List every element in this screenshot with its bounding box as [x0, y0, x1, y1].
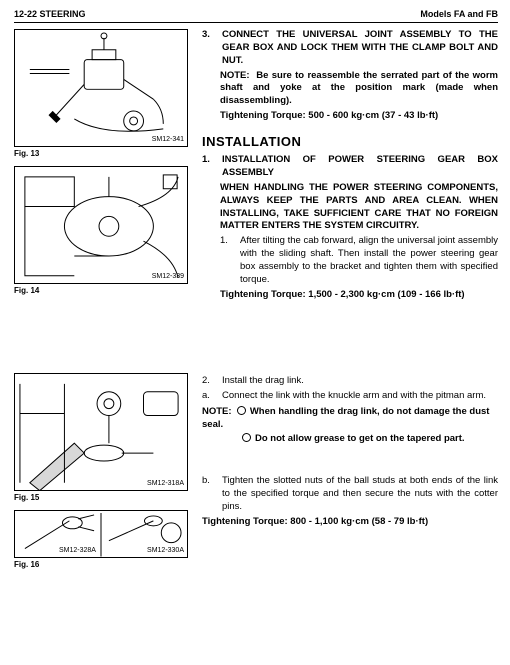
bullet-icon [242, 433, 251, 442]
figure-14-id: SM12-339 [152, 272, 184, 281]
figure-16-id-right: SM12-330A [147, 546, 184, 555]
figure-16-caption: Fig. 16 [14, 560, 190, 571]
step-3-title: CONNECT THE UNIVERSAL JOINT ASSEMBLY TO … [222, 29, 498, 67]
inst-2-text: Install the drag link. [222, 375, 304, 388]
inst-2-note-2: Do not allow grease to get on the tapere… [242, 432, 498, 446]
inst-1-1-text: After tilting the cab forward, align the… [240, 235, 498, 286]
inst-2a-text: Connect the link with the knuckle arm an… [222, 390, 486, 403]
inst-2a-number: a. [202, 390, 216, 403]
header-right: Models FA and FB [420, 8, 498, 20]
inst-2-note: NOTE: When handling the drag link, do no… [202, 405, 498, 432]
page-header: 12-22 STEERING Models FA and FB [14, 8, 498, 23]
figure-16: SM12-330A SM12-328A [14, 510, 188, 558]
figure-14-caption: Fig. 14 [14, 286, 190, 297]
step-3-number: 3. [202, 29, 216, 67]
inst-1-number: 1. [202, 154, 216, 180]
step-3-note: NOTE: Be sure to reassemble the serrated… [220, 70, 498, 108]
inst-2b-text: Tighten the slotted nuts of the ball stu… [222, 475, 498, 513]
figure-15-caption: Fig. 15 [14, 493, 190, 504]
figure-15: SM12-318A [14, 373, 188, 491]
figure-16-id-left: SM12-328A [59, 546, 96, 555]
figure-15-id: SM12-318A [147, 479, 184, 488]
figure-14: SM12-339 [14, 166, 188, 284]
inst-1-warning: WHEN HANDLING THE POWER STEERING COMPONE… [220, 182, 498, 233]
step-3-torque: Tightening Torque: 500 - 600 kg·cm (37 -… [220, 110, 498, 123]
inst-2-torque: Tightening Torque: 800 - 1,100 kg·cm (58… [202, 516, 498, 529]
inst-1-torque: Tightening Torque: 1,500 - 2,300 kg·cm (… [220, 289, 498, 302]
inst-2-number: 2. [202, 375, 216, 388]
figure-14-svg [15, 167, 187, 284]
inst-1-title: INSTALLATION OF POWER STEERING GEAR BOX … [222, 154, 498, 180]
bullet-icon [237, 406, 246, 415]
figure-13-id: SM12-341 [152, 135, 184, 144]
header-left: 12-22 STEERING [14, 8, 86, 20]
figure-13-caption: Fig. 13 [14, 149, 190, 160]
installation-heading: INSTALLATION [202, 133, 498, 151]
figure-15-svg [15, 374, 187, 491]
inst-1-1-number: 1. [220, 235, 234, 286]
figure-13-svg [15, 30, 187, 147]
inst-2b-number: b. [202, 475, 216, 513]
figure-13: SM12-341 [14, 29, 188, 147]
